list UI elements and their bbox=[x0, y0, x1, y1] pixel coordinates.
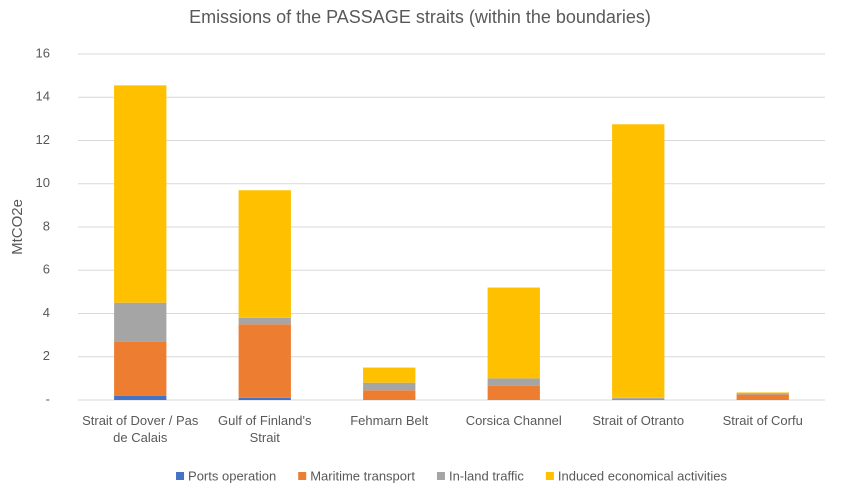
bar-segment bbox=[114, 341, 167, 396]
chart-title: Emissions of the PASSAGE straits (within… bbox=[189, 7, 651, 27]
bar-segment bbox=[487, 287, 540, 379]
x-tick-label: Strait of Otranto bbox=[592, 413, 685, 428]
bar-segment bbox=[487, 378, 540, 386]
legend-swatch bbox=[298, 472, 307, 480]
bar-segment bbox=[612, 124, 665, 398]
y-tick-label: 8 bbox=[43, 218, 50, 233]
bar-segment bbox=[363, 382, 416, 391]
legend-label: Induced economical activities bbox=[558, 468, 728, 483]
bar-segment bbox=[114, 395, 167, 400]
bar-segment bbox=[487, 385, 540, 400]
x-tick-label: Strait of Dover / Pas de Calais bbox=[82, 413, 199, 445]
bar-segment bbox=[238, 397, 291, 400]
bar-segment bbox=[612, 398, 665, 400]
y-tick-label: - bbox=[46, 391, 50, 406]
y-tick-label: 10 bbox=[36, 175, 50, 190]
x-tick-label: Fehmarn Belt bbox=[350, 413, 429, 428]
y-tick-label: 16 bbox=[36, 45, 50, 60]
y-tick-label: 14 bbox=[36, 89, 50, 104]
bar-segment bbox=[612, 397, 665, 399]
bar-segment bbox=[363, 367, 416, 383]
legend-swatch bbox=[176, 472, 185, 480]
legend-label: In-land traffic bbox=[449, 468, 524, 483]
x-tick-label: Corsica Channel bbox=[465, 413, 562, 428]
bar-segment bbox=[736, 393, 789, 395]
bar-segment bbox=[238, 317, 291, 325]
bar-segment bbox=[238, 324, 291, 398]
y-tick-label: 12 bbox=[36, 132, 50, 147]
bar-segment bbox=[238, 190, 291, 318]
legend-swatch bbox=[436, 472, 445, 480]
bar-segment bbox=[736, 392, 789, 394]
y-tick-label: 6 bbox=[43, 262, 50, 277]
x-tick-label: Gulf of Finland's Strait bbox=[217, 413, 312, 445]
legend-swatch bbox=[545, 472, 554, 480]
bar-segment bbox=[114, 85, 167, 303]
bar-segment bbox=[114, 302, 167, 342]
legend-label: Ports operation bbox=[188, 468, 276, 483]
x-tick-label: Strait of Corfu bbox=[722, 413, 803, 428]
legend-label: Maritime transport bbox=[310, 468, 415, 483]
y-tick-label: 4 bbox=[43, 305, 50, 320]
bar-segment bbox=[736, 394, 789, 400]
bar-segment bbox=[363, 390, 416, 400]
y-axis-label: MtCO2e bbox=[9, 199, 26, 255]
y-tick-label: 2 bbox=[43, 348, 50, 363]
